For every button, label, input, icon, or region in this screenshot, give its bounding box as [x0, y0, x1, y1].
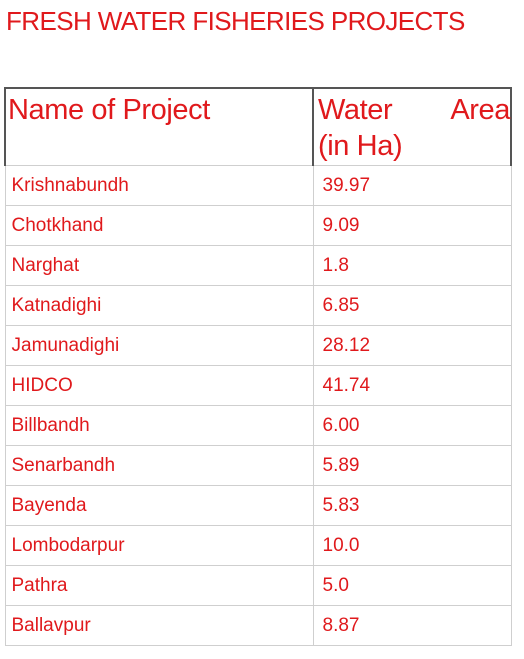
project-name-cell: Krishnabundh [4, 165, 314, 206]
water-area-cell: 10.0 [312, 525, 512, 566]
project-name: Pathra [11, 575, 68, 596]
project-name-cell: Jamunadighi [4, 325, 314, 366]
project-name-cell: Lombodarpur [4, 525, 314, 566]
project-name-cell: Chotkhand [4, 205, 314, 246]
project-name-cell: HIDCO [4, 365, 314, 406]
project-name: Billbandh [11, 415, 90, 436]
water-area-value: 5.89 [322, 455, 360, 476]
projects-table-container: Name of Project Water Area (in Ha) Krish… [4, 87, 512, 646]
project-name: Jamunadighi [11, 335, 120, 356]
project-name: Lombodarpur [11, 535, 125, 556]
water-area-cell: 5.83 [312, 485, 512, 526]
table-row: Ballavpur 8.87 [4, 605, 512, 646]
water-area-cell: 39.97 [312, 165, 512, 206]
project-name-cell: Billbandh [4, 405, 314, 446]
header-area-label: Area [450, 94, 510, 126]
water-area-cell: 1.8 [312, 245, 512, 286]
projects-table: Name of Project Water Area (in Ha) Krish… [4, 87, 512, 646]
water-area-value: 6.00 [322, 415, 360, 436]
project-name-cell: Pathra [4, 565, 314, 606]
table-row: HIDCO 41.74 [4, 365, 512, 406]
header-name-of-project: Name of Project [4, 87, 314, 166]
water-area-value: 8.87 [322, 615, 360, 636]
table-row: Pathra 5.0 [4, 565, 512, 606]
page-title: FRESH WATER FISHERIES PROJECTS [6, 6, 465, 36]
water-area-value: 5.83 [322, 495, 360, 516]
project-name-cell: Bayenda [4, 485, 314, 526]
water-area-cell: 8.87 [312, 605, 512, 646]
table-row: Senarbandh 5.89 [4, 445, 512, 486]
project-name-cell: Narghat [4, 245, 314, 286]
project-name: Senarbandh [11, 455, 116, 476]
water-area-value: 28.12 [322, 335, 371, 356]
project-name-cell: Senarbandh [4, 445, 314, 486]
water-area-cell: 6.00 [312, 405, 512, 446]
table-row: Bayenda 5.83 [4, 485, 512, 526]
water-area-value: 9.09 [322, 215, 360, 236]
water-area-value: 39.97 [322, 175, 371, 196]
table-header-row: Name of Project Water Area (in Ha) [4, 87, 512, 166]
water-area-cell: 6.85 [312, 285, 512, 326]
project-name: Ballavpur [11, 615, 91, 636]
water-area-value: 41.74 [322, 375, 371, 396]
table-row: Billbandh 6.00 [4, 405, 512, 446]
water-area-value: 6.85 [322, 295, 360, 316]
table-row: Jamunadighi 28.12 [4, 325, 512, 366]
water-area-cell: 41.74 [312, 365, 512, 406]
water-area-value: 10.0 [322, 535, 360, 556]
project-name: HIDCO [11, 375, 73, 396]
project-name: Krishnabundh [11, 175, 129, 196]
project-name: Katnadighi [11, 295, 102, 316]
table-row: Lombodarpur 10.0 [4, 525, 512, 566]
header-name-label: Name of Project [8, 94, 210, 126]
table-row: Krishnabundh 39.97 [4, 165, 512, 206]
table-row: Narghat 1.8 [4, 245, 512, 286]
water-area-cell: 5.0 [312, 565, 512, 606]
water-area-cell: 9.09 [312, 205, 512, 246]
project-name: Bayenda [11, 495, 87, 516]
table-body: Krishnabundh 39.97 Chotkhand 9.09 Narghat 1.8… [4, 165, 512, 646]
table-row: Katnadighi 6.85 [4, 285, 512, 326]
water-area-cell: 5.89 [312, 445, 512, 486]
header-water-label: Water [318, 94, 393, 126]
header-unit-label: (in Ha) [318, 130, 403, 162]
water-area-value: 5.0 [322, 575, 349, 596]
project-name: Narghat [11, 255, 80, 276]
water-area-value: 1.8 [322, 255, 349, 276]
table-row: Chotkhand 9.09 [4, 205, 512, 246]
project-name-cell: Ballavpur [4, 605, 314, 646]
project-name-cell: Katnadighi [4, 285, 314, 326]
project-name: Chotkhand [11, 215, 104, 236]
water-area-cell: 28.12 [312, 325, 512, 366]
header-water-area: Water Area (in Ha) [312, 87, 512, 166]
